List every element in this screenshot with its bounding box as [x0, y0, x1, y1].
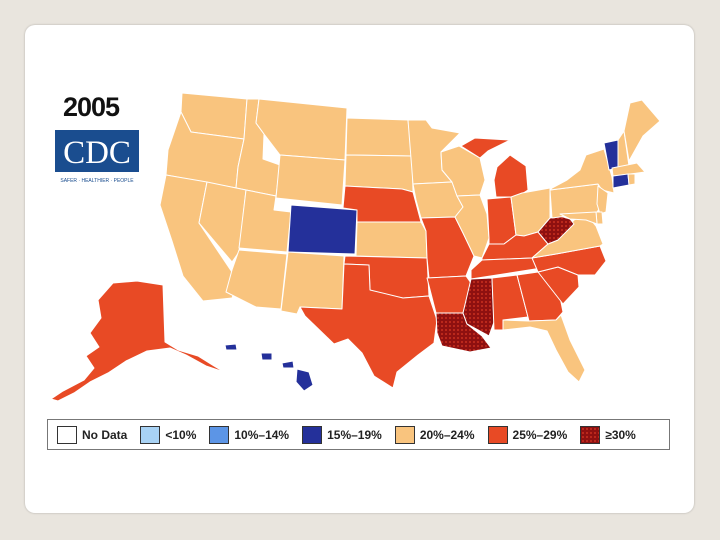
cdc-logo: CDC SAFER · HEALTHIER · PEOPLE: [55, 130, 139, 184]
state-illinois: [454, 194, 490, 259]
state-hawaii-oahu: [260, 352, 273, 361]
legend-swatch: [209, 425, 230, 444]
state-kansas: [355, 221, 428, 259]
state-rhode-island: [627, 173, 636, 186]
state-hawaii-maui: [281, 360, 295, 369]
state-michigan-upper: [460, 137, 511, 159]
state-hawaii-big-island: [295, 368, 314, 392]
state-montana: [255, 98, 348, 161]
state-maryland: [559, 211, 598, 225]
state-new-mexico: [280, 251, 345, 315]
legend-swatch: [487, 425, 508, 444]
state-alaska: [50, 280, 225, 402]
state-maine: [623, 99, 661, 162]
state-new-york: [549, 148, 615, 194]
legend-item: 20%–24%: [394, 425, 475, 444]
state-arizona: [225, 249, 288, 310]
legend-label: 10%–14%: [234, 427, 290, 442]
legend-item: <10%: [140, 425, 197, 444]
legend-item: 25%–29%: [487, 425, 568, 444]
legend-swatch: [394, 425, 415, 444]
legend-label: 20%–24%: [419, 427, 475, 442]
state-new-jersey: [596, 185, 609, 215]
map-title-year: 2005: [63, 92, 120, 122]
legend-label: No Data: [82, 427, 128, 442]
legend-label: 25%–29%: [512, 427, 568, 442]
cdc-logo-text: CDC: [63, 135, 131, 171]
state-hawaii-kauai: [224, 343, 238, 351]
state-utah: [238, 189, 292, 253]
state-colorado: [287, 204, 358, 255]
legend-label: ≥30%: [605, 427, 636, 442]
legend-item: 10%–14%: [209, 425, 290, 444]
legend-label: 15%–19%: [327, 427, 382, 442]
state-wyoming: [275, 154, 346, 206]
legend-item: 15%–19%: [302, 425, 382, 444]
state-michigan: [493, 154, 529, 198]
map-legend: No Data <10% 10%–14% 15%–19% 20%–24% 25%–29% ≥…: [47, 419, 670, 450]
state-nevada: [198, 181, 247, 263]
legend-label: <10%: [165, 427, 197, 442]
state-north-dakota: [345, 117, 413, 157]
legend-swatch: [302, 425, 323, 444]
state-florida: [502, 314, 586, 383]
legend-item: No Data: [57, 425, 128, 444]
legend-swatch: [140, 425, 161, 444]
state-texas: [299, 263, 438, 389]
cdc-logo-tagline: SAFER · HEALTHIER · PEOPLE: [60, 178, 134, 184]
state-massachusetts: [611, 162, 646, 177]
legend-swatch: [57, 425, 77, 444]
state-connecticut: [612, 173, 630, 189]
legend-swatch: [580, 425, 601, 444]
legend-item: ≥30%: [580, 425, 636, 444]
us-obesity-map: [50, 92, 661, 402]
